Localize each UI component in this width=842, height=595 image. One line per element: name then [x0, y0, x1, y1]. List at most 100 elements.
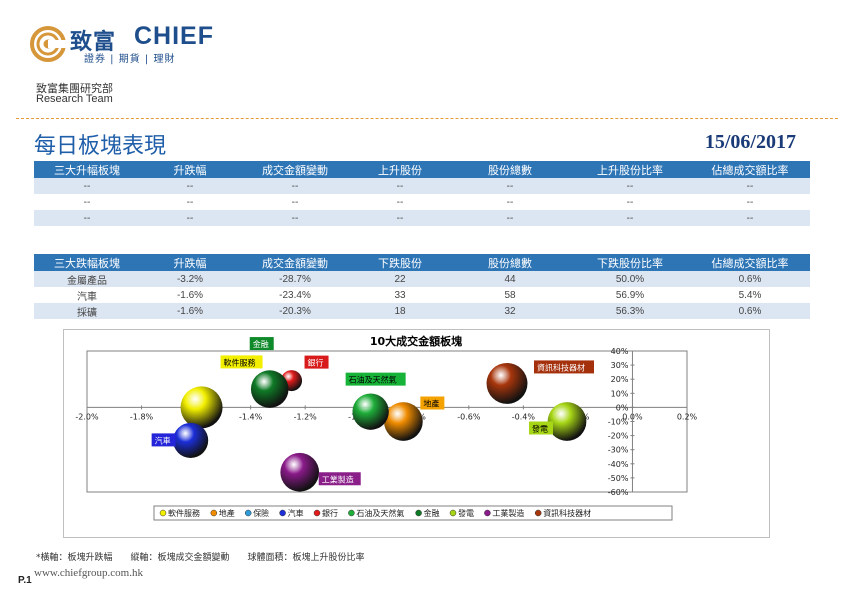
- bubble-label-box: [220, 355, 263, 369]
- header-divider: [16, 118, 838, 119]
- legend-marker: [534, 509, 542, 517]
- table-cell: 採礦: [34, 303, 140, 319]
- x-tick-label: -0.4%: [512, 412, 536, 421]
- table-cell: -3.2%: [140, 271, 240, 287]
- bubble-label: 資訊科技器材: [537, 362, 585, 372]
- table-cell: 22: [350, 271, 450, 287]
- bubble-2: [384, 402, 423, 441]
- table-cell: -1.6%: [140, 303, 240, 319]
- table-row: 採礦 -1.6% -20.3% 18 32 56.3% 0.6%: [34, 303, 810, 319]
- bubble-chart: 10大成交金額板塊 -2.0%-1.8%-1.6%-1.4%-1.2%-1.0%…: [75, 334, 698, 521]
- x-tick-label: -1.8%: [130, 412, 154, 421]
- table-row: 金屬產品 -3.2% -28.7% 22 44 50.0% 0.6%: [34, 271, 810, 287]
- bubble-9: [280, 452, 320, 492]
- y-tick-label: 30%: [611, 361, 629, 370]
- table-cell: 5.4%: [690, 287, 810, 303]
- table-cell: 18: [350, 303, 450, 319]
- chart-title: 10大成交金額板塊: [370, 334, 462, 348]
- table-cell: -28.7%: [240, 271, 350, 287]
- table-cell: 33: [350, 287, 450, 303]
- table-cell: 44: [450, 271, 570, 287]
- brand-name-en: CHIEF: [134, 22, 214, 50]
- table-cell: 0.6%: [690, 271, 810, 287]
- bubble-label: 金融: [253, 339, 269, 349]
- table-row: -- -- -- -- -- -- --: [34, 178, 810, 194]
- table-cell: --: [570, 194, 690, 210]
- table-cell: -1.6%: [140, 287, 240, 303]
- table-cell: -23.4%: [240, 287, 350, 303]
- y-tick-label: -50%: [608, 474, 629, 483]
- table-cell: 汽車: [34, 287, 140, 303]
- bubble-label-box: [420, 396, 445, 410]
- table-cell: --: [34, 210, 140, 226]
- page-number: P.1: [18, 575, 32, 586]
- table-cell: --: [570, 178, 690, 194]
- bubble-4: [173, 422, 209, 458]
- column-header: 三大升幅板塊: [34, 161, 140, 178]
- column-header: 佔總成交額比率: [690, 254, 810, 271]
- legend-marker: [244, 509, 252, 517]
- table-header-row: 三大跌幅板塊 升跌幅 成交金額變動 下跌股份 股份總數 下跌股份比率 佔總成交額…: [34, 254, 810, 271]
- table-cell: 0.6%: [690, 303, 810, 319]
- table-cell: 32: [450, 303, 570, 319]
- x-tick-label: -1.4%: [239, 412, 263, 421]
- bubble-label-box: [304, 355, 329, 369]
- top-gainers-table: 三大升幅板塊 升跌幅 成交金額變動 上升股份 股份總數 上升股份比率 佔總成交額…: [34, 161, 810, 226]
- table-cell: --: [140, 178, 240, 194]
- table-cell: --: [450, 178, 570, 194]
- y-tick-label: -40%: [608, 460, 629, 469]
- bubble-label: 地產: [423, 399, 439, 409]
- table-cell: --: [34, 178, 140, 194]
- chart-footnote: *橫軸：板塊升跌幅 縱軸：板塊成交金額變動 球體面積：板塊上升股份比率: [36, 553, 365, 563]
- legend-marker: [159, 509, 167, 517]
- bubble-label: 石油及天然氣: [349, 375, 397, 385]
- table-cell: --: [350, 178, 450, 194]
- table-header-row: 三大升幅板塊 升跌幅 成交金額變動 上升股份 股份總數 上升股份比率 佔總成交額…: [34, 161, 810, 178]
- y-tick-label: -20%: [608, 432, 629, 441]
- legend-marker: [313, 509, 321, 517]
- legend-item: 發電: [458, 509, 474, 518]
- column-header: 升跌幅: [140, 161, 240, 178]
- column-header: 上升股份: [350, 161, 450, 178]
- legend-item: 金融: [424, 508, 440, 518]
- y-tick-label: 0%: [616, 403, 629, 412]
- table-row: -- -- -- -- -- -- --: [34, 210, 810, 226]
- bubble-label-box: [345, 372, 406, 386]
- bubble-label-box: [534, 360, 594, 374]
- bubble-1: [180, 386, 223, 429]
- column-header: 成交金額變動: [240, 161, 350, 178]
- y-tick-label: 10%: [611, 389, 629, 398]
- column-header: 股份總數: [450, 254, 570, 271]
- table-cell: --: [240, 210, 350, 226]
- y-tick-label: 20%: [611, 375, 629, 384]
- table-cell: --: [240, 194, 350, 210]
- legend-marker: [348, 509, 355, 517]
- legend-marker: [449, 509, 457, 517]
- table-cell: --: [240, 178, 350, 194]
- column-header: 佔總成交額比率: [690, 161, 810, 178]
- table-cell: 50.0%: [570, 271, 690, 287]
- column-header: 下跌股份比率: [570, 254, 690, 271]
- legend-item: 地產: [219, 508, 235, 518]
- table-cell: --: [450, 210, 570, 226]
- column-header: 股份總數: [450, 161, 570, 178]
- y-tick-label: 40%: [611, 347, 629, 356]
- table-cell: --: [690, 210, 810, 226]
- table-cell: --: [140, 210, 240, 226]
- column-header: 升跌幅: [140, 254, 240, 271]
- website-link[interactable]: www.chiefgroup.com.hk: [34, 567, 143, 579]
- legend-marker: [210, 509, 218, 517]
- bubble-label: 工業製造: [322, 474, 354, 484]
- table-cell: 56.9%: [570, 287, 690, 303]
- table-cell: -20.3%: [240, 303, 350, 319]
- bubble-10: [486, 362, 528, 404]
- legend-item: 石油及天然氣: [356, 508, 404, 518]
- table-cell: 金屬產品: [34, 271, 140, 287]
- legend-item: 軟件服務: [168, 508, 200, 518]
- department-name-cn: 致富集團研究部: [36, 82, 113, 95]
- x-tick-label: 0.2%: [677, 412, 698, 421]
- table-cell: --: [350, 194, 450, 210]
- column-header: 下跌股份: [350, 254, 450, 271]
- legend-item: 工業製造: [492, 508, 524, 518]
- table-cell: --: [140, 194, 240, 210]
